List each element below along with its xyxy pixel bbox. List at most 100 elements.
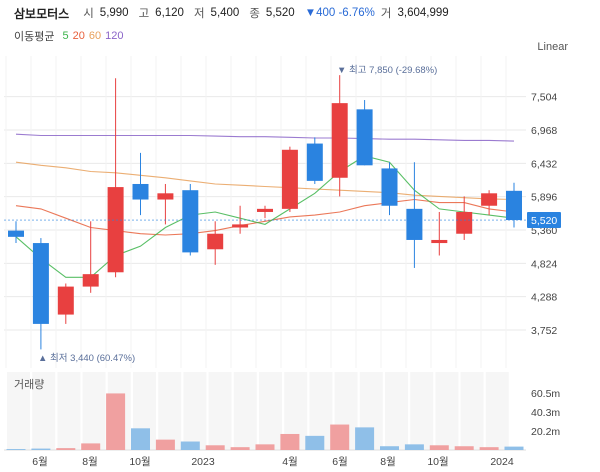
candle-body xyxy=(82,274,99,287)
volume-bar xyxy=(180,441,200,450)
volume-column-bg xyxy=(7,372,30,450)
volume-bar xyxy=(504,446,524,450)
volume-bar xyxy=(380,446,399,450)
candle-body xyxy=(481,193,498,206)
price-tick-label: 7,504 xyxy=(531,92,557,104)
low-label: 저 xyxy=(193,8,205,20)
candle-body xyxy=(232,224,249,228)
volume-tick-label: 20.2m xyxy=(531,426,560,438)
low-annotation: ▲ 최저 3,440 (60.47%) xyxy=(38,353,135,364)
x-tick-label: 10월 xyxy=(427,456,448,468)
volume-bar xyxy=(305,435,325,450)
close-value: 5,520 xyxy=(265,7,295,19)
candle-body xyxy=(207,233,224,250)
volume-column-bg xyxy=(233,372,257,450)
candle-body xyxy=(257,208,273,212)
x-tick-label: 6월 xyxy=(32,456,48,468)
volume-column-bg xyxy=(57,372,81,450)
candle-body xyxy=(8,230,24,237)
volume-label: 거 xyxy=(380,8,392,20)
volume-column-bg xyxy=(410,372,434,450)
price-tick-label: 4,288 xyxy=(531,292,557,304)
current-price-tag xyxy=(527,212,561,229)
open-label: 시 xyxy=(83,8,94,20)
ma60-line xyxy=(15,161,515,201)
volume-title: 거래량 xyxy=(14,379,45,391)
candle-body xyxy=(406,208,423,240)
candle-body xyxy=(381,168,398,206)
current-price-label: 5,520 xyxy=(531,215,557,227)
candle-body xyxy=(506,190,522,221)
x-tick-label: 2023 xyxy=(191,456,215,468)
volume-bar xyxy=(31,448,51,450)
volume-column-bg xyxy=(309,372,333,450)
x-tick-label: 10월 xyxy=(129,456,150,468)
candle-body xyxy=(331,103,348,178)
volume-column-bg xyxy=(158,372,182,450)
candle-body xyxy=(356,109,373,166)
volume-bar xyxy=(429,445,449,450)
candle-body xyxy=(456,211,473,234)
volume-bar xyxy=(404,444,424,450)
x-tick-label: 2024 xyxy=(490,456,514,468)
volume-column-bg xyxy=(183,372,207,450)
volume-column-bg xyxy=(82,372,106,450)
volume-column-bg xyxy=(385,372,408,450)
candle-body xyxy=(281,149,298,209)
x-tick-label: 6월 xyxy=(332,456,348,468)
open-value: 5,990 xyxy=(99,7,129,19)
volume-bar xyxy=(106,393,126,450)
volume-column-bg xyxy=(485,372,509,450)
change-text: ▼400 -6.76% xyxy=(304,7,375,19)
price-tick-label: 6,968 xyxy=(531,125,557,137)
volume-value: 3,604,999 xyxy=(397,7,449,19)
low-value: 5,400 xyxy=(210,7,240,19)
x-tick-label: 4월 xyxy=(282,456,298,468)
candle-body xyxy=(182,190,199,253)
volume-column-bg xyxy=(460,372,484,450)
volume-bar xyxy=(454,446,474,450)
high-value: 6,120 xyxy=(155,7,184,19)
candle-body xyxy=(157,193,174,200)
ma-60-label[interactable]: 60 xyxy=(88,30,102,42)
close-label: 종 xyxy=(249,8,260,20)
price-tick-label: 6,432 xyxy=(531,158,557,170)
ma-title: 이동평균 xyxy=(14,31,55,43)
volume-bar xyxy=(131,428,150,450)
volume-bar xyxy=(479,447,499,450)
ma5-line xyxy=(15,155,515,278)
volume-column-bg xyxy=(259,372,282,450)
candle-body xyxy=(107,187,124,273)
volume-column-bg xyxy=(208,372,232,450)
ma-120-label[interactable]: 120 xyxy=(105,30,124,42)
volume-bar xyxy=(280,433,300,450)
volume-bar xyxy=(230,447,250,450)
quote-header: 삼보모터스 시 5,990 고 6,120 저 5,400 종 5,520 ▼4… xyxy=(14,4,453,22)
high-annotation: ▼ 최고 7,850 (-29.68%) xyxy=(337,65,437,76)
candle-body xyxy=(32,243,49,324)
price-tick-label: 5,896 xyxy=(531,192,557,204)
moving-average-legend: 이동평균 5 20 60 120 xyxy=(14,28,123,44)
price-tick-label: 3,752 xyxy=(531,325,557,337)
volume-bar xyxy=(330,424,350,450)
scale-toggle-button[interactable]: Linear xyxy=(537,41,568,53)
candle-body xyxy=(431,239,448,244)
candle-body xyxy=(306,143,323,181)
high-label: 고 xyxy=(138,8,150,20)
ma120-line xyxy=(15,133,515,142)
ma20-line xyxy=(15,198,515,236)
volume-tick-label: 60.5m xyxy=(531,388,560,400)
stock-name: 삼보모터스 xyxy=(14,6,70,21)
volume-tick-label: 40.3m xyxy=(531,407,560,419)
ma-5-label[interactable]: 5 xyxy=(62,30,69,42)
price-tick-label: 4,824 xyxy=(531,258,557,270)
x-tick-label: 8월 xyxy=(82,456,98,468)
volume-bar xyxy=(355,427,375,450)
volume-column-bg xyxy=(284,372,308,450)
ma-20-label[interactable]: 20 xyxy=(72,30,85,42)
volume-bar xyxy=(56,448,76,450)
volume-bar xyxy=(81,443,101,450)
candle-body xyxy=(57,286,74,315)
volume-column-bg xyxy=(435,372,459,450)
